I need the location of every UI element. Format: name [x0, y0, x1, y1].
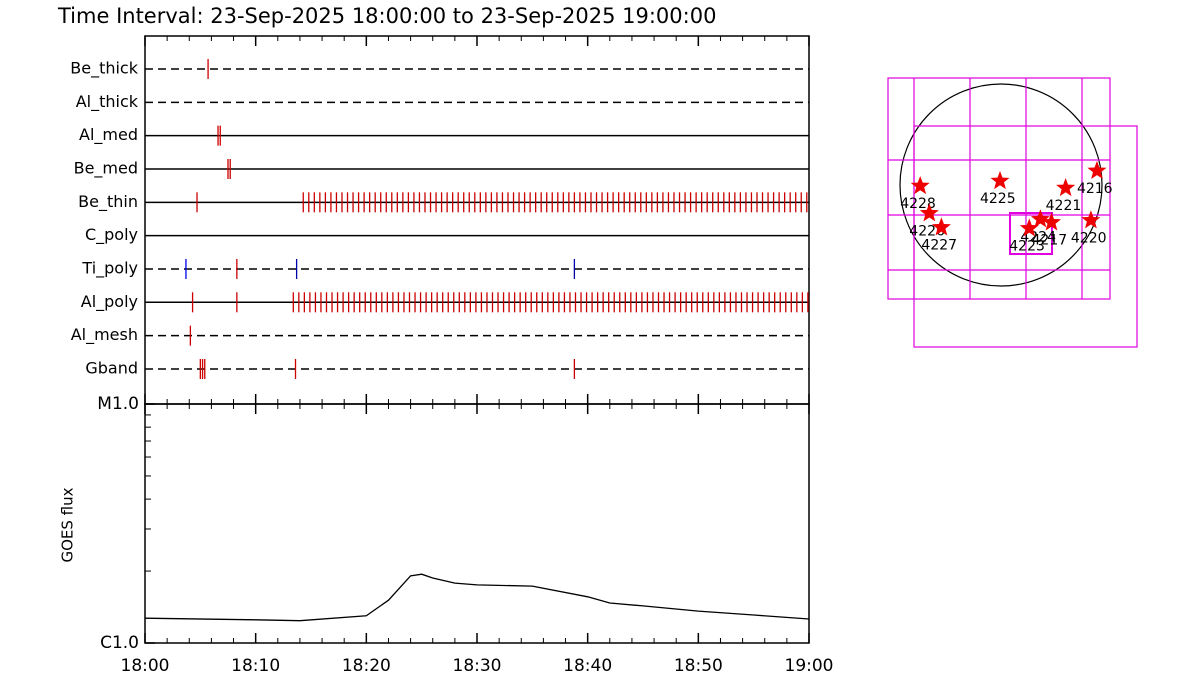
active-region — [1056, 178, 1076, 197]
x-tick-label: 19:00 — [785, 656, 834, 676]
x-tick-label: 18:10 — [231, 656, 280, 676]
sun-map — [887, 77, 1138, 348]
row-label: Al_thick — [76, 92, 139, 112]
goes-frame — [144, 403, 810, 644]
region-label: 4217 — [1032, 232, 1068, 248]
region-label: 4225 — [980, 191, 1016, 207]
region-label: 4216 — [1077, 181, 1113, 197]
region-label: 4220 — [1071, 230, 1107, 246]
row-label: C_poly — [85, 225, 138, 245]
active-region — [1087, 160, 1107, 179]
active-region — [1030, 209, 1050, 228]
row-label: Be_thick — [70, 59, 138, 79]
active-region — [1081, 210, 1101, 229]
timeline-frame — [144, 35, 810, 405]
fov-grid — [888, 78, 1110, 299]
y-axis-label: GOES flux — [59, 487, 77, 562]
row-label: Al_mesh — [71, 325, 138, 345]
active-region — [1019, 218, 1039, 237]
active-region — [1042, 212, 1061, 231]
region-label: 4223 — [1009, 238, 1045, 254]
x-tick-label: 18:30 — [453, 656, 502, 676]
active-region — [990, 171, 1010, 190]
row-label: Ti_poly — [81, 258, 138, 278]
y-tick-label: M1.0 — [97, 394, 139, 414]
row-label: Al_poly — [81, 292, 138, 312]
chart-title: Time Interval: 23-Sep-2025 18:00:00 to 2… — [57, 4, 716, 28]
row-label: Gband — [85, 358, 138, 377]
region-label: 4221 — [1046, 198, 1082, 214]
row-label: Be_med — [74, 158, 138, 178]
goes-curve — [144, 573, 810, 622]
y-tick-label: C1.0 — [100, 633, 139, 653]
region-label: 4227 — [921, 237, 957, 253]
region-label: 4224 — [1020, 229, 1056, 245]
x-tick-label: 18:00 — [121, 656, 170, 676]
fov-box — [887, 77, 1111, 300]
active-region — [931, 217, 951, 236]
active-region — [910, 176, 930, 195]
region-label: 4228 — [900, 196, 936, 212]
row-label: Be_thin — [78, 192, 138, 212]
x-tick-label: 18:40 — [563, 656, 612, 676]
row-label: Al_med — [79, 125, 138, 145]
solar-disk — [899, 83, 1103, 287]
active-region — [919, 203, 939, 222]
x-tick-label: 18:20 — [342, 656, 391, 676]
fov-box — [1009, 212, 1053, 255]
x-tick-label: 18:50 — [674, 656, 723, 676]
